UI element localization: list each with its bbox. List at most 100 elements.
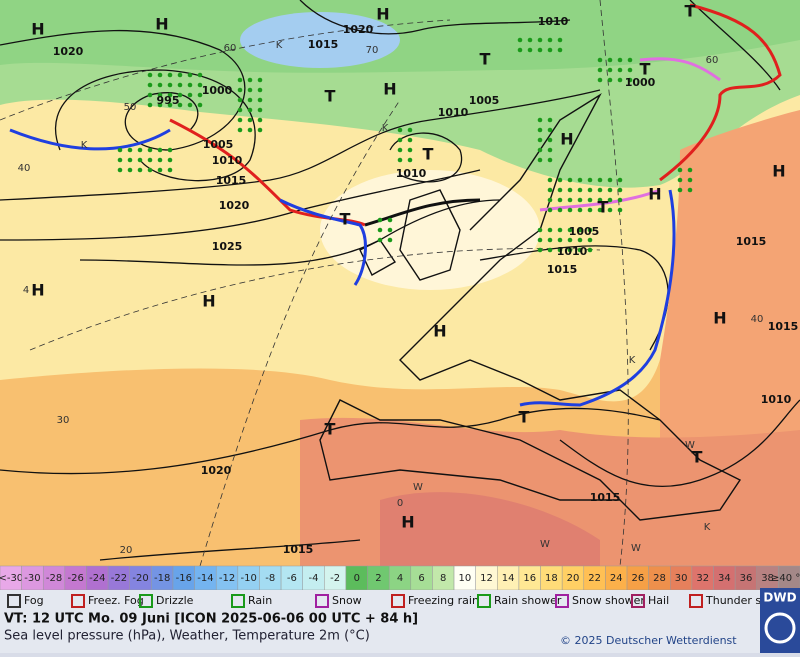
- weather-dot: [167, 72, 173, 78]
- pressure-center: H: [648, 185, 661, 204]
- weather-dot: [237, 77, 243, 83]
- weather-dot: [617, 67, 623, 73]
- legend-icon: [7, 594, 21, 608]
- minor-letter: K: [382, 123, 389, 134]
- weather-dot: [397, 127, 403, 133]
- grid-label: 70: [366, 45, 379, 56]
- weather-dot: [677, 177, 683, 183]
- weather-dot: [407, 147, 413, 153]
- legend-label: Rain shower: [494, 594, 562, 607]
- weather-dot: [407, 137, 413, 143]
- weather-dot: [247, 117, 253, 123]
- grid-label: 50: [124, 102, 137, 113]
- weather-dot: [197, 82, 203, 88]
- weather-dot: [557, 47, 563, 53]
- weather-dot: [547, 247, 553, 253]
- pressure-center: H: [383, 80, 396, 99]
- weather-dot: [157, 157, 163, 163]
- weather-dot: [557, 227, 563, 233]
- isobar-label: 1020: [219, 199, 250, 212]
- weather-dot: [177, 82, 183, 88]
- weather-dot: [247, 97, 253, 103]
- pressure-center: H: [713, 309, 726, 328]
- weather-dot: [257, 77, 263, 83]
- weather-dot: [187, 82, 193, 88]
- weather-dot: [547, 147, 553, 153]
- weather-dot: [127, 147, 133, 153]
- isobar-label: 1010: [212, 154, 243, 167]
- weather-dot: [247, 107, 253, 113]
- weather-dot: [387, 237, 393, 243]
- scale-label: 34: [718, 573, 731, 584]
- copyright: © 2025 Deutscher Wetterdienst: [560, 634, 737, 647]
- minor-letter: W: [540, 539, 550, 550]
- weather-dot: [247, 87, 253, 93]
- legend-label: Snow: [332, 594, 362, 607]
- legend-icon: [555, 594, 569, 608]
- weather-dot: [167, 82, 173, 88]
- scale-label: 32: [696, 573, 709, 584]
- weather-dot: [137, 167, 143, 173]
- weather-dot: [387, 227, 393, 233]
- isobar-label: 1000: [625, 76, 656, 89]
- weather-dot: [627, 77, 633, 83]
- weather-dot: [567, 187, 573, 193]
- scale-label: 24: [610, 573, 623, 584]
- isobar-label: 1010: [438, 106, 469, 119]
- pressure-center: H: [202, 292, 215, 311]
- scale-label: 28: [653, 573, 666, 584]
- pressure-center: T: [423, 145, 434, 164]
- isobar-label: 1015: [547, 263, 578, 276]
- weather-dot: [547, 197, 553, 203]
- isobar-label: 1000: [202, 84, 233, 97]
- weather-dot: [127, 167, 133, 173]
- scale-label: 10: [458, 573, 471, 584]
- scale-label: -30: [24, 573, 40, 584]
- weather-dot: [597, 177, 603, 183]
- description: Sea level pressure (hPa), Weather, Tempe…: [4, 629, 370, 644]
- legend-icon: [71, 594, 85, 608]
- weather-dot: [127, 157, 133, 163]
- weather-dot: [577, 187, 583, 193]
- weather-dot: [527, 47, 533, 53]
- weather-dot: [187, 102, 193, 108]
- scale-label: 8: [440, 573, 446, 584]
- legend-icon: [231, 594, 245, 608]
- isobar-label: 1020: [53, 45, 84, 58]
- weather-dot: [557, 237, 563, 243]
- grid-label: 30: [57, 415, 70, 426]
- scale-label: -12: [219, 573, 235, 584]
- weather-dot: [407, 127, 413, 133]
- scale-label: 4: [397, 573, 403, 584]
- weather-dot: [627, 57, 633, 63]
- map: 1020101510201010995100010051010101510201…: [0, 0, 800, 567]
- weather-dot: [587, 237, 593, 243]
- weather-dot: [167, 167, 173, 173]
- isobar-label: 1015: [590, 491, 621, 504]
- weather-dot: [557, 207, 563, 213]
- scale-label: 38: [761, 573, 774, 584]
- weather-dot: [577, 207, 583, 213]
- footer-bg: [0, 612, 760, 653]
- grid-label: 60: [706, 55, 719, 66]
- pressure-center: T: [325, 87, 336, 106]
- pressure-center: H: [31, 281, 44, 300]
- weather-dot: [547, 207, 553, 213]
- weather-dot: [547, 47, 553, 53]
- pressure-center: H: [31, 20, 44, 39]
- weather-dot: [167, 157, 173, 163]
- weather-dot: [547, 37, 553, 43]
- weather-dot: [157, 147, 163, 153]
- weather-dot: [587, 197, 593, 203]
- weather-dot: [587, 177, 593, 183]
- weather-dot: [677, 167, 683, 173]
- weather-dot: [537, 37, 543, 43]
- weather-dot: [257, 107, 263, 113]
- weather-dot: [147, 102, 153, 108]
- legend-icon: [315, 594, 329, 608]
- legend-label: Drizzle: [156, 594, 194, 607]
- pressure-center: T: [692, 448, 703, 467]
- weather-dot: [557, 247, 563, 253]
- weather-dot: [147, 92, 153, 98]
